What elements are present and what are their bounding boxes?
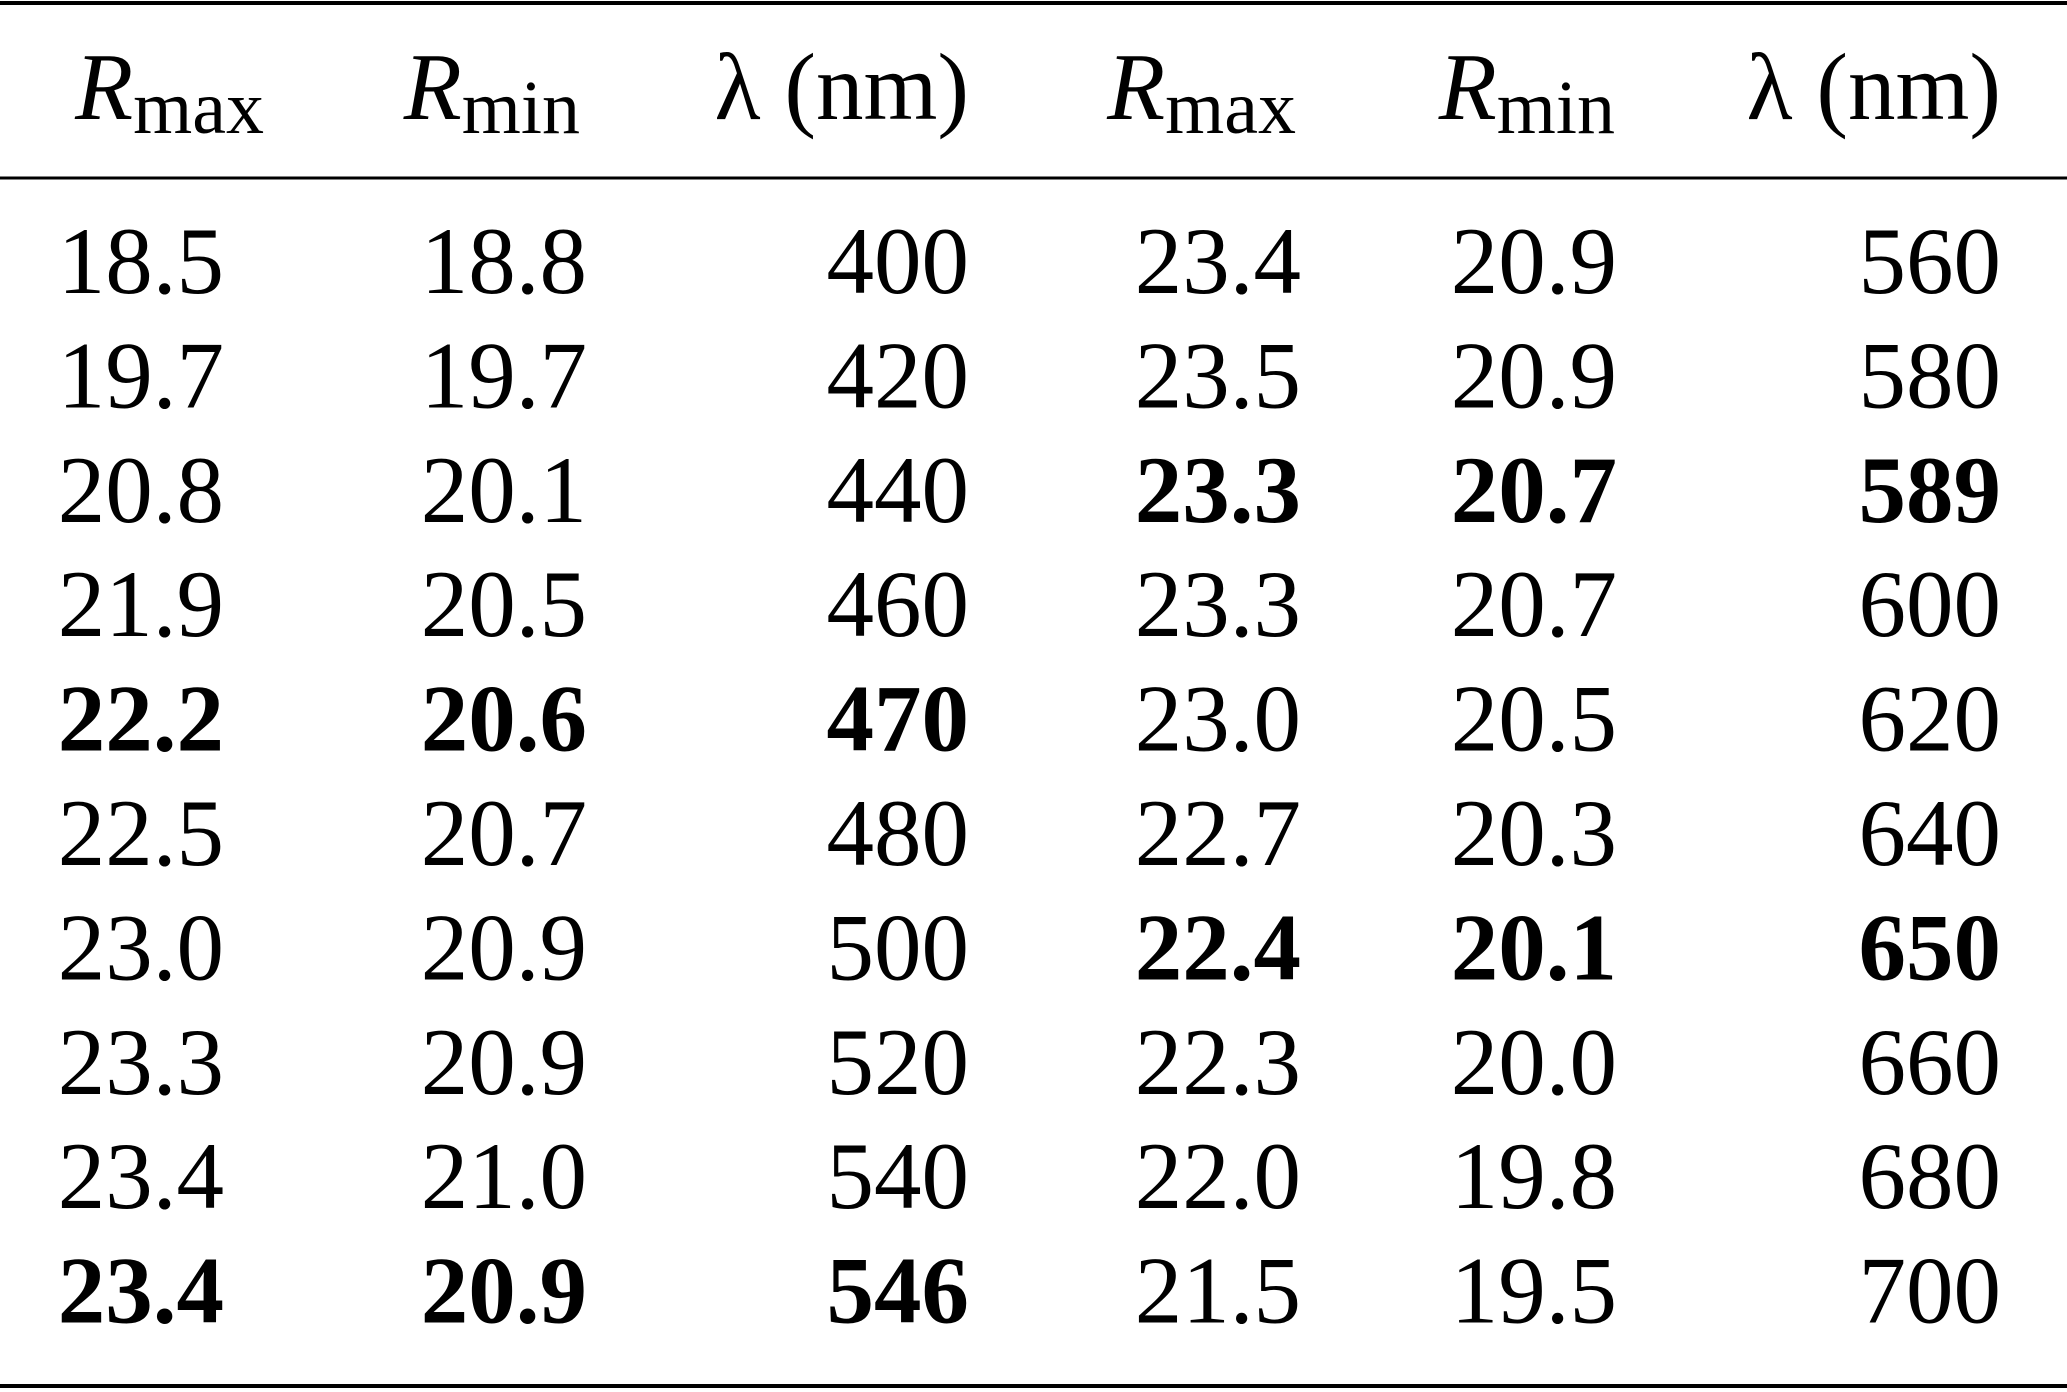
table-cell: 650 (1859, 894, 2002, 1000)
table-cell: 21.0 (421, 1123, 587, 1229)
table-cell: 22.0 (1135, 1123, 1301, 1229)
table-cell: 20.7 (421, 780, 587, 886)
table-cell: 20.1 (421, 437, 587, 543)
column-header: λ (nm) (1747, 34, 2001, 140)
table-cell: 19.7 (58, 322, 224, 428)
table-cell: 20.1 (1451, 894, 1617, 1000)
table-cell: 640 (1859, 780, 2002, 886)
header-subscript: max (133, 66, 264, 150)
table-cell: 660 (1859, 1009, 2002, 1115)
table-cell: 20.5 (1451, 666, 1617, 772)
column-header: Rmax (1106, 34, 1296, 150)
table-cell: 19.5 (1451, 1238, 1617, 1344)
table-cell: 540 (827, 1123, 970, 1229)
table-cell: 22.3 (1135, 1009, 1301, 1115)
table-cell: 480 (827, 780, 970, 886)
table-cell: 620 (1859, 666, 2002, 772)
table-cell: 23.3 (1135, 551, 1301, 657)
table-cell: 700 (1859, 1238, 2002, 1344)
column-header: Rmax (74, 34, 264, 150)
table-cell: 18.5 (58, 208, 224, 314)
table-cell: 420 (827, 322, 970, 428)
table-cell: 19.7 (421, 322, 587, 428)
table-cell: 20.7 (1451, 551, 1617, 657)
table-cell: 23.3 (1135, 437, 1301, 543)
column-header: Rmin (403, 34, 580, 150)
table-cell: 546 (827, 1238, 970, 1344)
table-cell: 23.0 (58, 894, 224, 1000)
table-cell: 20.9 (421, 1238, 587, 1344)
table-cell: 23.3 (58, 1009, 224, 1115)
table-cell: 520 (827, 1009, 970, 1115)
header-subscript: max (1165, 66, 1296, 150)
table-cell: 20.6 (421, 666, 587, 772)
table-cell: 19.8 (1451, 1123, 1617, 1229)
table-cell: 440 (827, 437, 970, 543)
table-cell: 23.4 (1135, 208, 1301, 314)
table-cell: 18.8 (421, 208, 587, 314)
table-cell: 23.4 (58, 1123, 224, 1229)
table-cell: 22.5 (58, 780, 224, 886)
column-header: Rmin (1438, 34, 1615, 150)
table-cell: 580 (1859, 322, 2002, 428)
column-header: λ (nm) (715, 34, 969, 140)
header-symbol: R (1438, 34, 1497, 140)
table-cell: 20.3 (1451, 780, 1617, 886)
table-cell: 23.0 (1135, 666, 1301, 772)
header-symbol: R (403, 34, 462, 140)
table-cell: 23.5 (1135, 322, 1301, 428)
header-symbol: R (74, 34, 133, 140)
table-cell: 20.9 (421, 1009, 587, 1115)
table-cell: 22.2 (58, 666, 224, 772)
table-cell: 600 (1859, 551, 2002, 657)
table-cell: 22.7 (1135, 780, 1301, 886)
table-cell: 20.8 (58, 437, 224, 543)
table-cell: 20.5 (421, 551, 587, 657)
table-cell: 23.4 (58, 1238, 224, 1344)
table-cell: 500 (827, 894, 970, 1000)
header-subscript: min (1497, 66, 1615, 150)
table-cell: 21.9 (58, 551, 224, 657)
table-cell: 20.9 (1451, 208, 1617, 314)
table-cell: 560 (1859, 208, 2002, 314)
table-cell: 400 (827, 208, 970, 314)
header-symbol: R (1106, 34, 1165, 140)
table-cell: 20.9 (1451, 322, 1617, 428)
table-cell: 20.9 (421, 894, 587, 1000)
table-cell: 21.5 (1135, 1238, 1301, 1344)
header-subscript: min (462, 66, 580, 150)
table-cell: 470 (827, 666, 970, 772)
table-cell: 20.7 (1451, 437, 1617, 543)
table-cell: 680 (1859, 1123, 2002, 1229)
table-cell: 20.0 (1451, 1009, 1617, 1115)
table-cell: 22.4 (1135, 894, 1301, 1000)
table-cell: 460 (827, 551, 970, 657)
table-cell: 589 (1859, 437, 2002, 543)
